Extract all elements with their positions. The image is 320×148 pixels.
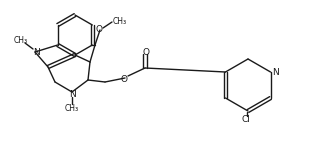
Text: N: N xyxy=(272,67,279,77)
Text: CH₃: CH₃ xyxy=(65,103,79,112)
Text: Cl: Cl xyxy=(242,115,251,123)
Text: N: N xyxy=(68,90,76,99)
Text: CH₃: CH₃ xyxy=(14,36,28,45)
Text: O: O xyxy=(95,25,102,33)
Text: N: N xyxy=(33,48,39,57)
Text: O: O xyxy=(142,48,149,57)
Text: O: O xyxy=(121,74,127,83)
Text: CH₃: CH₃ xyxy=(113,16,127,25)
